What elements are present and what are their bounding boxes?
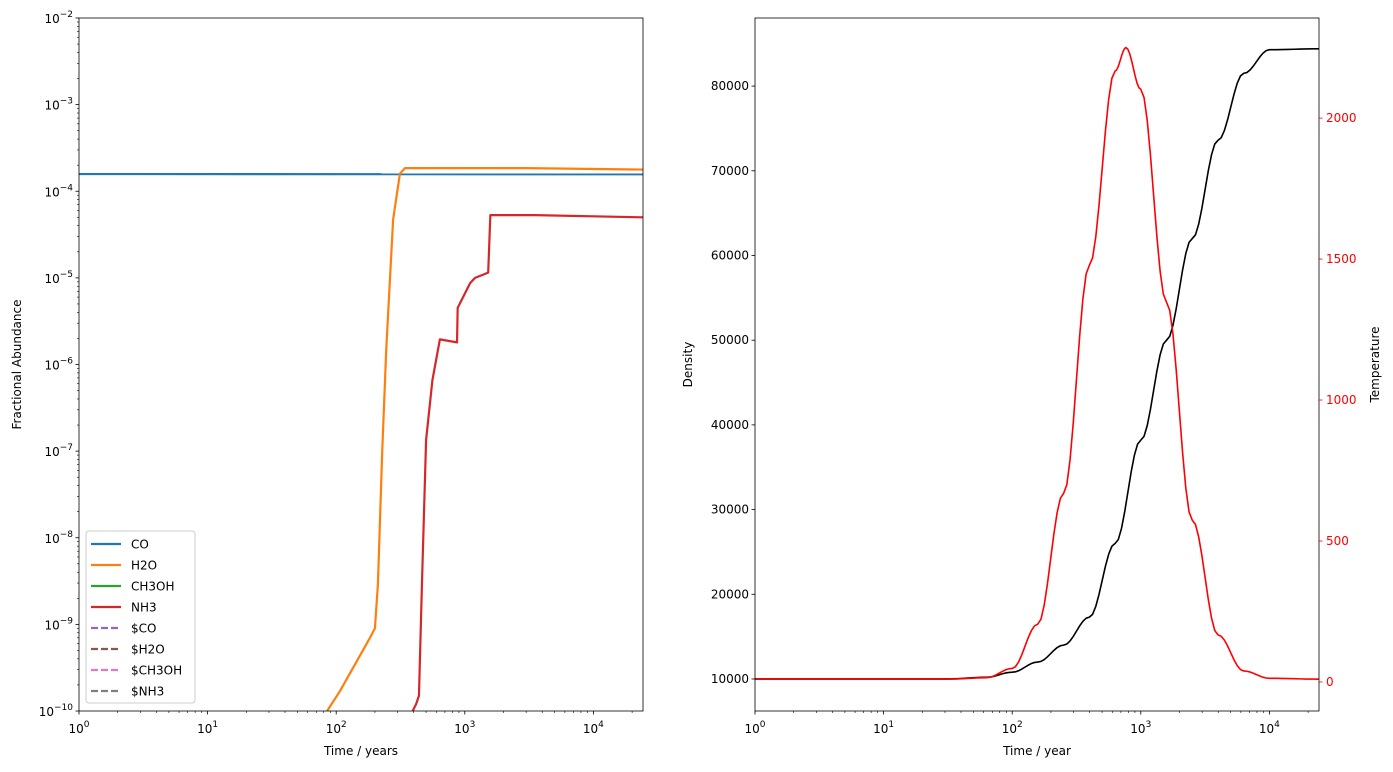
temperature-line (755, 48, 1319, 680)
x-tick-label: 104 (1259, 720, 1280, 736)
y-tick-label: 10−2 (44, 10, 73, 26)
x-tick-label: 100 (744, 720, 765, 736)
y-tick-label-base: 10 (44, 359, 59, 373)
y-tick-label-base: 10 (44, 12, 59, 26)
x-tick-label-exp: 0 (760, 720, 766, 730)
y-tick-label: 10−4 (44, 183, 73, 199)
y-tick-label-exp: −6 (60, 357, 74, 367)
y-tick-label: 60000 (711, 248, 749, 262)
y-tick-label: 10−9 (44, 616, 73, 632)
y-tick-label: 10−5 (44, 270, 73, 286)
x-tick-label-exp: 3 (1146, 720, 1152, 730)
legend-label: $CH3OH (131, 664, 182, 678)
x-tick-label-exp: 3 (470, 720, 476, 730)
y-tick-label-base: 10 (39, 705, 54, 719)
y-axis-label: Fractional Abundance (10, 300, 24, 430)
x-tick-label: 104 (583, 720, 604, 736)
x-tick-label: 103 (1130, 720, 1151, 736)
x-tick-label-exp: 2 (1017, 720, 1023, 730)
y-tick-label-exp: −4 (60, 183, 74, 193)
legend-label: H2O (131, 559, 157, 573)
x-tick-label: 101 (873, 720, 894, 736)
y-tick-label-base: 10 (44, 185, 59, 199)
y-tick-label: 20000 (711, 587, 749, 601)
y-tick-label: 10−10 (39, 703, 74, 719)
x-tick-label-exp: 4 (598, 720, 604, 730)
y-tick-label-exp: −8 (60, 530, 74, 540)
x-tick-label-base: 10 (583, 722, 598, 736)
y-tick-label-exp: −9 (60, 616, 74, 626)
y-tick-label: 40000 (711, 418, 749, 432)
y-tick-label: 10−7 (44, 443, 73, 459)
y-tick-label-base: 10 (44, 99, 59, 113)
y-tick-label-exp: −10 (54, 703, 73, 713)
x-tick-label-base: 10 (1002, 722, 1017, 736)
x-tick-label-base: 10 (1259, 722, 1274, 736)
y-tick-label-base: 10 (44, 618, 59, 632)
series-group (755, 48, 1319, 680)
x-tick-label-base: 10 (197, 722, 212, 736)
y-tick-label: 10000 (711, 672, 749, 686)
y-tick-label: 30000 (711, 503, 749, 517)
series-line-nh3 (413, 215, 643, 711)
y-tick-label: 10−8 (44, 530, 73, 546)
legend-label: $NH3 (131, 685, 164, 699)
x-tick-label-exp: 1 (888, 720, 894, 730)
x-tick-label: 102 (1002, 720, 1023, 736)
x-tick-label-exp: 0 (84, 720, 90, 730)
series-line-h2o (327, 168, 643, 711)
y-tick-label: 50000 (711, 333, 749, 347)
x-tick-label-exp: 2 (341, 720, 347, 730)
x-tick-label-base: 10 (1130, 722, 1145, 736)
x-tick-label-base: 10 (326, 722, 341, 736)
x-axis-label: Time / years (323, 744, 398, 758)
x-tick-label-exp: 1 (212, 720, 218, 730)
x-tick-label-base: 10 (744, 722, 759, 736)
legend-label: $CO (131, 622, 156, 636)
legend-label: $H2O (131, 643, 165, 657)
y-tick-label-exp: −2 (60, 10, 73, 20)
x-tick-label-base: 10 (68, 722, 83, 736)
y-tick-label: 70000 (711, 164, 749, 178)
y-tick-label-exp: −7 (60, 443, 73, 453)
y-tick-label-exp: −5 (60, 270, 73, 280)
y-axis-label: Density (681, 342, 695, 388)
x-tick-label-exp: 4 (1274, 720, 1280, 730)
y-tick-label: 80000 (711, 79, 749, 93)
y-tick-label-base: 10 (44, 532, 59, 546)
y-right-tick-label: 1500 (1326, 252, 1357, 266)
x-tick-label: 103 (454, 720, 475, 736)
x-tick-label: 101 (197, 720, 218, 736)
legend-label: NH3 (131, 601, 157, 615)
x-tick-label-base: 10 (454, 722, 469, 736)
axes-frame (755, 18, 1319, 711)
x-tick-label: 100 (68, 720, 89, 736)
legend-label: CO (131, 538, 149, 552)
y-right-tick-label: 0 (1326, 675, 1334, 689)
density-line (755, 49, 1319, 679)
y-tick-label-base: 10 (44, 445, 59, 459)
x-tick-label-base: 10 (873, 722, 888, 736)
y-tick-label: 10−3 (44, 97, 73, 113)
x-axis-label: Time / year (1002, 744, 1071, 758)
y-tick-label-exp: −3 (60, 97, 73, 107)
y-tick-label: 10−6 (44, 357, 73, 373)
y-tick-label-base: 10 (44, 272, 59, 286)
y-right-tick-label: 500 (1326, 534, 1349, 548)
legend-label: CH3OH (131, 580, 175, 594)
legend: CO H2O CH3OH NH3 $CO $H2O $CH3OH $NH3 (86, 531, 195, 703)
x-tick-label: 102 (326, 720, 347, 736)
y-right-tick-label: 2000 (1326, 111, 1357, 125)
y-right-tick-label: 1000 (1326, 393, 1357, 407)
y-right-axis-label: Temperature (1368, 326, 1382, 403)
